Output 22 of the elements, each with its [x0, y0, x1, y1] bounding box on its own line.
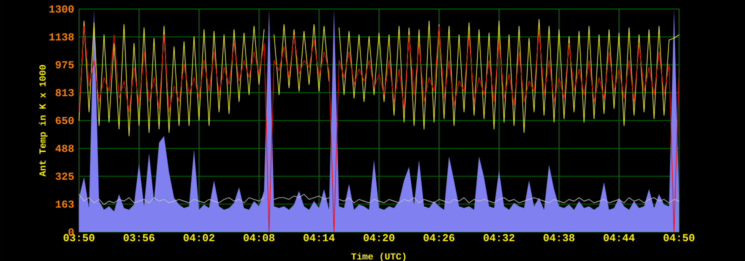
y-tick-label: 975 — [56, 61, 74, 68]
x-tick-label: 04:26 — [424, 234, 454, 242]
x-tick-label: 04:32 — [484, 234, 514, 242]
y-tick-label: 650 — [56, 116, 74, 124]
x-tick-label: 04:38 — [544, 234, 574, 242]
x-axis-title: Time (UTC) — [351, 252, 406, 261]
x-tick-label: 03:56 — [124, 234, 154, 242]
y-tick-label: 325 — [56, 172, 74, 180]
y-tick-label: 0 — [68, 228, 74, 236]
x-tick-label: 04:02 — [184, 234, 214, 242]
y-tick-label: 1138 — [49, 33, 74, 41]
y-tick-label: 1300 — [49, 5, 74, 13]
x-tick-label: 04:50 — [664, 234, 694, 242]
y-tick-label: 813 — [56, 89, 74, 96]
x-tick-label: 04:44 — [604, 234, 635, 242]
x-tick-label: 04:20 — [364, 234, 394, 242]
y-axis-title: Ant Temp in K x 1000 — [38, 65, 48, 177]
x-tick-label: 04:14 — [304, 234, 335, 242]
x-tick-label: 03:50 — [64, 234, 94, 242]
y-tick-label: 488 — [55, 144, 74, 152]
x-tick-label: 04:08 — [244, 234, 274, 242]
y-tick-label: 163 — [56, 200, 74, 208]
